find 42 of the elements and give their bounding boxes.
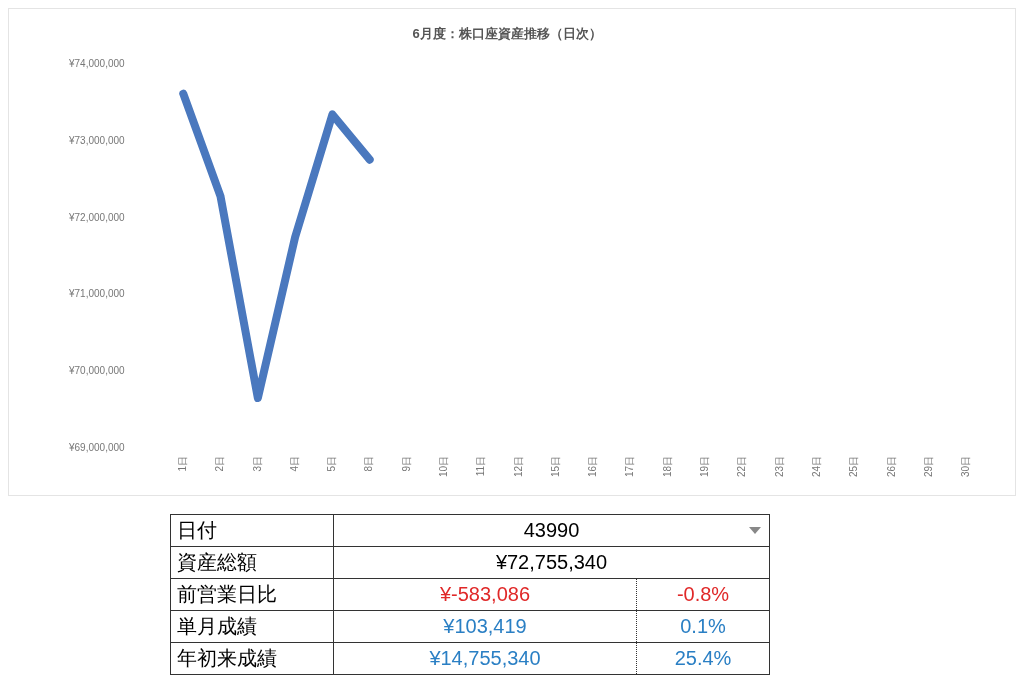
category-label: 資産総額 xyxy=(170,546,334,579)
x-tick-label: 23日 xyxy=(773,455,785,477)
category-label: 年初来成績 xyxy=(170,642,334,675)
chart-title: 6月度：株口座資産推移（日次） xyxy=(412,26,602,42)
x-tick-label: 25日 xyxy=(848,455,860,477)
x-tick-label: 1日 xyxy=(177,455,189,472)
x-tick-label: 15日 xyxy=(549,455,561,477)
x-tick-label: 19日 xyxy=(699,455,711,477)
x-tick-label: 10日 xyxy=(438,455,450,477)
data-label: ¥103,419 xyxy=(333,610,637,643)
category-label: 単月成績 xyxy=(170,610,334,643)
y-tick-label: ¥72,000,000 xyxy=(67,211,126,223)
data-label: 25.4% xyxy=(636,642,770,675)
x-tick-label: 22日 xyxy=(736,455,748,477)
data-label: 0.1% xyxy=(636,610,770,643)
x-tick-label: 29日 xyxy=(922,455,934,477)
data-label: ¥14,755,340 xyxy=(333,642,637,675)
x-tick-label: 18日 xyxy=(661,455,673,477)
y-tick-label: ¥70,000,000 xyxy=(67,364,126,376)
category-label: 日付 xyxy=(170,514,334,547)
x-tick-label: 26日 xyxy=(885,455,897,477)
x-tick-label: 8日 xyxy=(363,455,375,472)
category-label: 前営業日比 xyxy=(170,578,334,611)
y-tick-label: ¥71,000,000 xyxy=(67,288,126,300)
data-label: ¥-583,086 xyxy=(333,578,637,611)
x-tick-label: 30日 xyxy=(960,455,972,477)
x-tick-label: 16日 xyxy=(587,455,599,477)
y-tick-label: ¥74,000,000 xyxy=(67,58,126,70)
x-tick-label: 4日 xyxy=(288,455,300,472)
data-label: 43990 xyxy=(333,514,770,547)
x-tick-label: 11日 xyxy=(475,455,487,477)
x-tick-label: 24日 xyxy=(810,455,822,477)
x-tick-label: 5日 xyxy=(326,455,338,472)
x-tick-label: 17日 xyxy=(624,455,636,477)
data-label: ¥72,755,340 xyxy=(333,546,770,579)
x-tick-label: 12日 xyxy=(512,455,524,477)
y-tick-label: ¥69,000,000 xyxy=(67,441,126,453)
y-tick-label: ¥73,000,000 xyxy=(67,135,126,147)
data-label: -0.8% xyxy=(636,578,770,611)
x-tick-label: 9日 xyxy=(400,455,412,472)
x-tick-label: 2日 xyxy=(214,455,226,472)
x-tick-label: 3日 xyxy=(251,455,263,472)
